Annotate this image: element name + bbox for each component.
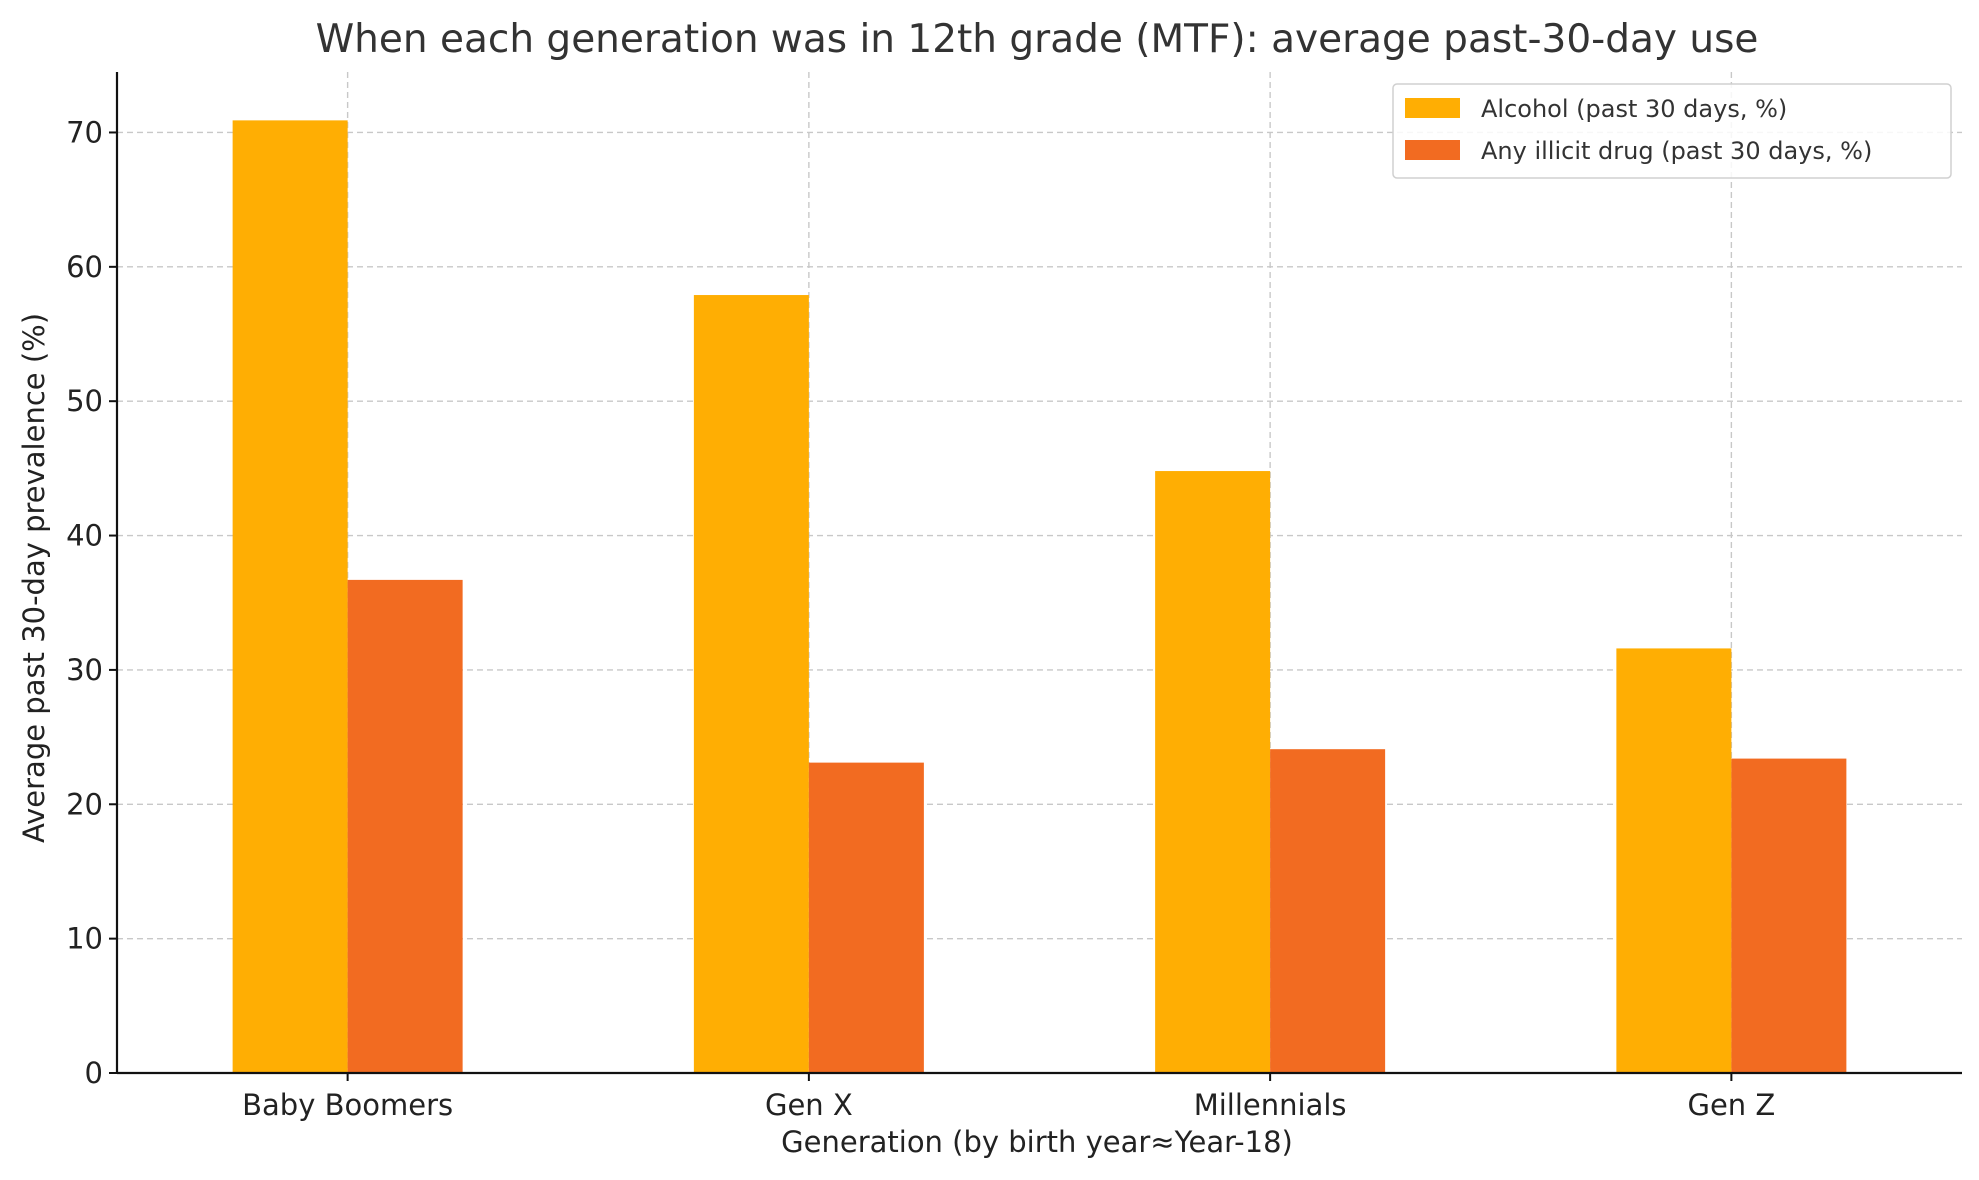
bar-alcohol (232, 120, 348, 1073)
x-tick-label: Millennials (1194, 1088, 1347, 1122)
bar-alcohol (1616, 648, 1732, 1073)
legend-label: Any illicit drug (past 30 days, %) (1481, 137, 1872, 165)
legend-label: Alcohol (past 30 days, %) (1481, 95, 1787, 123)
x-tick-label: Baby Boomers (242, 1088, 453, 1122)
chart-title: When each generation was in 12th grade (… (316, 17, 1759, 62)
y-tick-label: 40 (66, 519, 103, 553)
y-tick-label: 50 (66, 384, 103, 418)
x-tick-label: Gen Z (1687, 1088, 1775, 1122)
y-tick-label: 10 (66, 922, 103, 956)
bar-illicit-drug (808, 762, 924, 1073)
x-axis-label: Generation (by birth year≈Year-18) (781, 1125, 1293, 1159)
y-tick-label: 60 (66, 250, 103, 284)
y-tick-label: 20 (66, 787, 103, 821)
axes-layer (115, 72, 1962, 1075)
bar-alcohol (1155, 471, 1271, 1073)
bars-layer (232, 120, 1847, 1073)
bar-alcohol (693, 295, 809, 1073)
bar-illicit-drug (1270, 749, 1386, 1073)
legend-swatch (1405, 98, 1460, 118)
legend-box (1392, 83, 1952, 179)
y-tick-label: 0 (85, 1056, 103, 1090)
y-tick-label: 30 (66, 653, 103, 687)
bar-illicit-drug (1731, 758, 1847, 1073)
legend-swatch (1405, 140, 1460, 160)
x-tick-label: Gen X (765, 1088, 853, 1122)
y-axis-label: Average past 30-day prevalence (%) (17, 313, 51, 843)
y-tick-label: 70 (66, 115, 103, 149)
ticks-layer: 0 10 20 30 40 50 60 70 Baby Boomers Gen X Millenni… (66, 115, 1775, 1122)
legend: Alcohol (past 30 days, %) Any illicit dru… (1392, 83, 1952, 179)
bar-illicit-drug (347, 579, 463, 1073)
